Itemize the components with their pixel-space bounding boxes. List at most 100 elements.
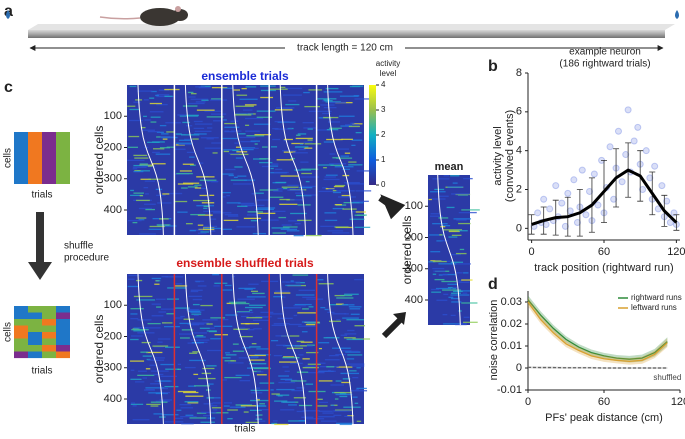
heat-streak: [356, 170, 375, 172]
heat-streak: [213, 285, 220, 287]
heat-streak: [300, 161, 309, 163]
heat-streak: [240, 323, 260, 325]
heat-streak: [336, 319, 341, 321]
heat-streak: [161, 276, 169, 278]
heat-streak: [236, 94, 248, 96]
heat-streak: [223, 219, 239, 222]
heat-streak: [329, 153, 336, 155]
heat-streak: [347, 329, 355, 332]
heat-streak: [207, 383, 214, 385]
heat-streak: [274, 292, 291, 294]
chart-subtitle: (186 rightward trials): [559, 59, 650, 70]
heat-streak: [226, 202, 241, 204]
heat-streak: [259, 414, 263, 416]
heat-streak: [271, 422, 278, 425]
heat-streak: [323, 99, 330, 101]
heat-streak: [144, 203, 156, 205]
heat-streak: [157, 225, 177, 227]
mean-line: [531, 168, 678, 226]
heat-streak: [151, 315, 164, 317]
heat-streak: [145, 368, 151, 370]
heat-streak: [324, 219, 338, 222]
heat-streak: [141, 129, 155, 131]
scatter-point: [582, 211, 590, 219]
heat-streak: [128, 135, 140, 138]
heat-streak: [149, 102, 162, 105]
heat-streak: [342, 317, 359, 319]
heat-streak: [243, 411, 249, 413]
heat-streak: [196, 109, 215, 111]
heat-streak: [211, 181, 218, 183]
heat-streak: [133, 330, 145, 332]
heat-streak: [133, 170, 144, 173]
heat-streak: [129, 108, 140, 111]
heat-streak: [210, 405, 218, 407]
heat-streak: [291, 142, 304, 145]
heat-streak: [335, 393, 353, 396]
heat-streak: [197, 224, 204, 226]
heat-streak: [307, 363, 321, 365]
heat-streak: [242, 347, 251, 349]
heat-streak: [287, 189, 305, 191]
icon-cell: [56, 351, 70, 359]
heat-streak: [261, 165, 269, 168]
heat-streak: [149, 97, 155, 99]
heat-streak: [130, 313, 138, 315]
heat-streak: [269, 88, 288, 90]
heat-streak: [335, 303, 344, 305]
heat-streak: [297, 133, 307, 135]
heat-streak: [296, 371, 309, 373]
heat-streak: [179, 139, 192, 141]
heat-streak: [137, 90, 153, 92]
heat-streak: [281, 401, 295, 403]
heat-streak: [251, 290, 259, 292]
heat-streak: [260, 96, 274, 99]
heat-streak: [136, 170, 150, 172]
heat-streak: [302, 122, 314, 124]
heat-streak: [150, 90, 157, 93]
heat-streak: [303, 147, 313, 149]
heat-streak: [203, 210, 221, 213]
heat-streak: [356, 367, 361, 369]
heat-streak: [339, 423, 352, 426]
heat-streak: [344, 293, 359, 295]
heat-streak: [189, 230, 196, 232]
heat-streak: [354, 402, 359, 404]
heat-streak: [452, 287, 458, 289]
colorbar: [369, 85, 376, 185]
heat-streak: [139, 233, 156, 235]
heat-streak: [145, 208, 155, 211]
heat-streak: [162, 193, 170, 195]
heat-streak: [293, 234, 304, 237]
heat-streak: [272, 420, 278, 422]
heat-streak: [239, 98, 258, 100]
heat-streak: [293, 397, 306, 399]
heat-streak: [438, 217, 449, 219]
heat-streak: [190, 290, 199, 293]
heat-streak: [194, 123, 213, 125]
heat-streak: [213, 120, 223, 122]
heat-streak: [328, 320, 341, 322]
arrow: [378, 194, 406, 220]
heat-streak: [278, 381, 296, 384]
heat-streak: [136, 279, 143, 282]
heat-streak: [450, 261, 464, 263]
heat-streak: [349, 85, 361, 88]
heat-streak: [128, 219, 142, 222]
heat-streak: [328, 121, 341, 123]
heat-streak: [214, 325, 233, 328]
heat-streak: [447, 286, 454, 289]
heat-streak: [297, 312, 316, 314]
heat-streak: [159, 124, 167, 127]
heat-streak: [175, 417, 184, 420]
heat-streak: [140, 178, 151, 180]
heat-streak: [182, 163, 194, 165]
heat-streak: [224, 130, 235, 133]
icon-cell: [42, 345, 56, 352]
heat-streak: [274, 423, 289, 426]
heat-streak: [240, 140, 256, 143]
heat-streak: [332, 313, 347, 315]
heat-streak: [188, 96, 196, 98]
scatter-point: [558, 199, 566, 207]
heat-streak: [318, 380, 333, 382]
